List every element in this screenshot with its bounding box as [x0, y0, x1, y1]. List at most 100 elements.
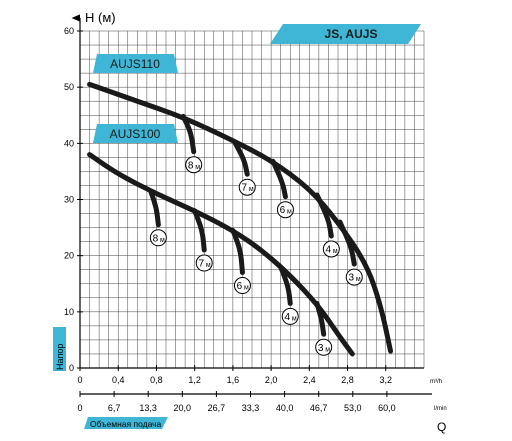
branch-label-circle [322, 240, 340, 258]
branch-label-unit: м [325, 346, 330, 353]
branch-curve-aujs110-8m [180, 113, 197, 155]
branch-label-unit: м [333, 248, 338, 255]
branch-label-value: 4 [284, 312, 290, 323]
branch-curve-aujs100-3m [314, 300, 327, 337]
branch-label-value: 7 [241, 183, 247, 194]
x-tick-label-bottom: 53,0 [344, 403, 362, 413]
branch-label-circle [315, 338, 333, 356]
branch-label-unit: м [292, 315, 297, 322]
x-unit-bottom: l/min [434, 406, 447, 412]
x-tick-label-top: 1,6 [227, 375, 240, 385]
x-tick-label-bottom: 6,7 [108, 403, 121, 413]
branch-label-circle [195, 254, 213, 272]
branch-label-value: 6 [280, 205, 286, 216]
chart-title: JS, AUJS [325, 27, 378, 41]
branch-label-unit: м [244, 285, 249, 292]
branch-curve-aujs100-4m [278, 264, 293, 306]
x-tick-label-top: 2,4 [303, 375, 316, 385]
series-tab-aujs100-background [93, 124, 178, 143]
branch-label-value: 8 [153, 233, 159, 244]
branch-label-value: 8 [188, 160, 194, 171]
y-tick-label: 0 [69, 363, 74, 373]
branch-curve-aujs110-6m [270, 158, 288, 200]
axes: 0 10 20 30 40 50 60 0 0,4 0,8 1,2 1,6 2,0 2,4 2,8 3,2 0 6… [64, 14, 432, 413]
grid-lines [79, 30, 425, 369]
x-unit-top: m³/h [430, 379, 442, 385]
branch-label-value: 3 [348, 273, 354, 284]
x-tick-label-bottom: 0 [77, 403, 82, 413]
curve-aujs110 [87, 81, 394, 354]
branch-label-circle [276, 201, 294, 219]
x-tick-label-bottom: 20,0 [174, 403, 192, 413]
y-tick-label: 20 [64, 251, 74, 261]
branch-curve-aujs100-8m [148, 188, 161, 228]
bottom-label-flow: Объемная подача [84, 417, 168, 429]
x-tick-label-top: 0,8 [150, 375, 163, 385]
x-tick-label-top: 0,4 [112, 375, 125, 385]
y-tick-label: 10 [64, 307, 74, 317]
branch-label-unit: м [249, 186, 254, 193]
y-axis-title: H (м) [85, 10, 116, 25]
x-tick-label-top: 1,2 [188, 375, 201, 385]
x-tick-label-bottom: 13,3 [139, 403, 157, 413]
y-tick-label: 30 [64, 195, 74, 205]
x-tick-label-bottom: 33,3 [242, 403, 260, 413]
bottom-label-text: Объемная подача [90, 419, 162, 429]
curve-labels: 8 м7 м6 м4 м3 м8 м7 м6 м4 м3 м [149, 156, 363, 356]
branch-label-circle [185, 156, 203, 174]
branch-label-circle [345, 268, 363, 286]
y-tick-label: 40 [64, 138, 74, 148]
series-name-aujs100: AUJS100 [110, 127, 161, 141]
side-label-head: Напор [53, 327, 66, 371]
x-tick-label-bottom: 60,0 [378, 403, 396, 413]
branch-label-unit: м [160, 237, 165, 244]
x-tick-label-top: 0 [77, 375, 82, 385]
curve-aujs100 [87, 152, 355, 357]
series-tab-aujs100: AUJS100 [93, 124, 178, 143]
title-tab-background [270, 24, 421, 44]
series-tab-aujs110-background [93, 54, 178, 73]
x-tick-label-top: 2,0 [265, 375, 278, 385]
bottom-label-background [84, 417, 168, 429]
branch-label-unit: м [287, 209, 292, 216]
branch-label-value: 3 [318, 343, 324, 354]
branch-label-circle [238, 178, 256, 196]
branch-label-unit: м [195, 164, 200, 171]
branch-label-circle [149, 229, 167, 247]
branch-label-unit: м [206, 262, 211, 269]
branch-label-unit: м [356, 276, 361, 283]
x-axis-end-label: Q [437, 420, 446, 434]
branch-label-value: 7 [198, 259, 204, 270]
branch-curve-aujs100-6m [230, 227, 245, 276]
side-label-background [53, 327, 66, 371]
x-tick-label-top: 2,8 [341, 375, 354, 385]
branch-curve-aujs110-3m [337, 219, 357, 267]
branch-label-value: 6 [237, 281, 243, 292]
x-tick-label-bottom: 46,7 [310, 403, 328, 413]
x-tick-label-bottom: 40,0 [276, 403, 294, 413]
branch-label-value: 4 [326, 245, 332, 256]
branch-curve-aujs100-7m [192, 208, 207, 253]
curves [87, 81, 394, 357]
branch-label-circle [233, 277, 251, 295]
side-label-text: Напор [55, 344, 65, 370]
branch-label-circle [281, 307, 299, 325]
x-tick-label-bottom: 26,7 [208, 403, 226, 413]
y-tick-label: 60 [64, 26, 74, 36]
branch-curve-aujs110-7m [232, 139, 250, 177]
y-tick-label: 50 [64, 82, 74, 92]
series-tab-aujs110: AUJS110 [93, 54, 178, 73]
series-name-aujs110: AUJS110 [110, 57, 160, 71]
title-tab: JS, AUJS [270, 24, 421, 44]
